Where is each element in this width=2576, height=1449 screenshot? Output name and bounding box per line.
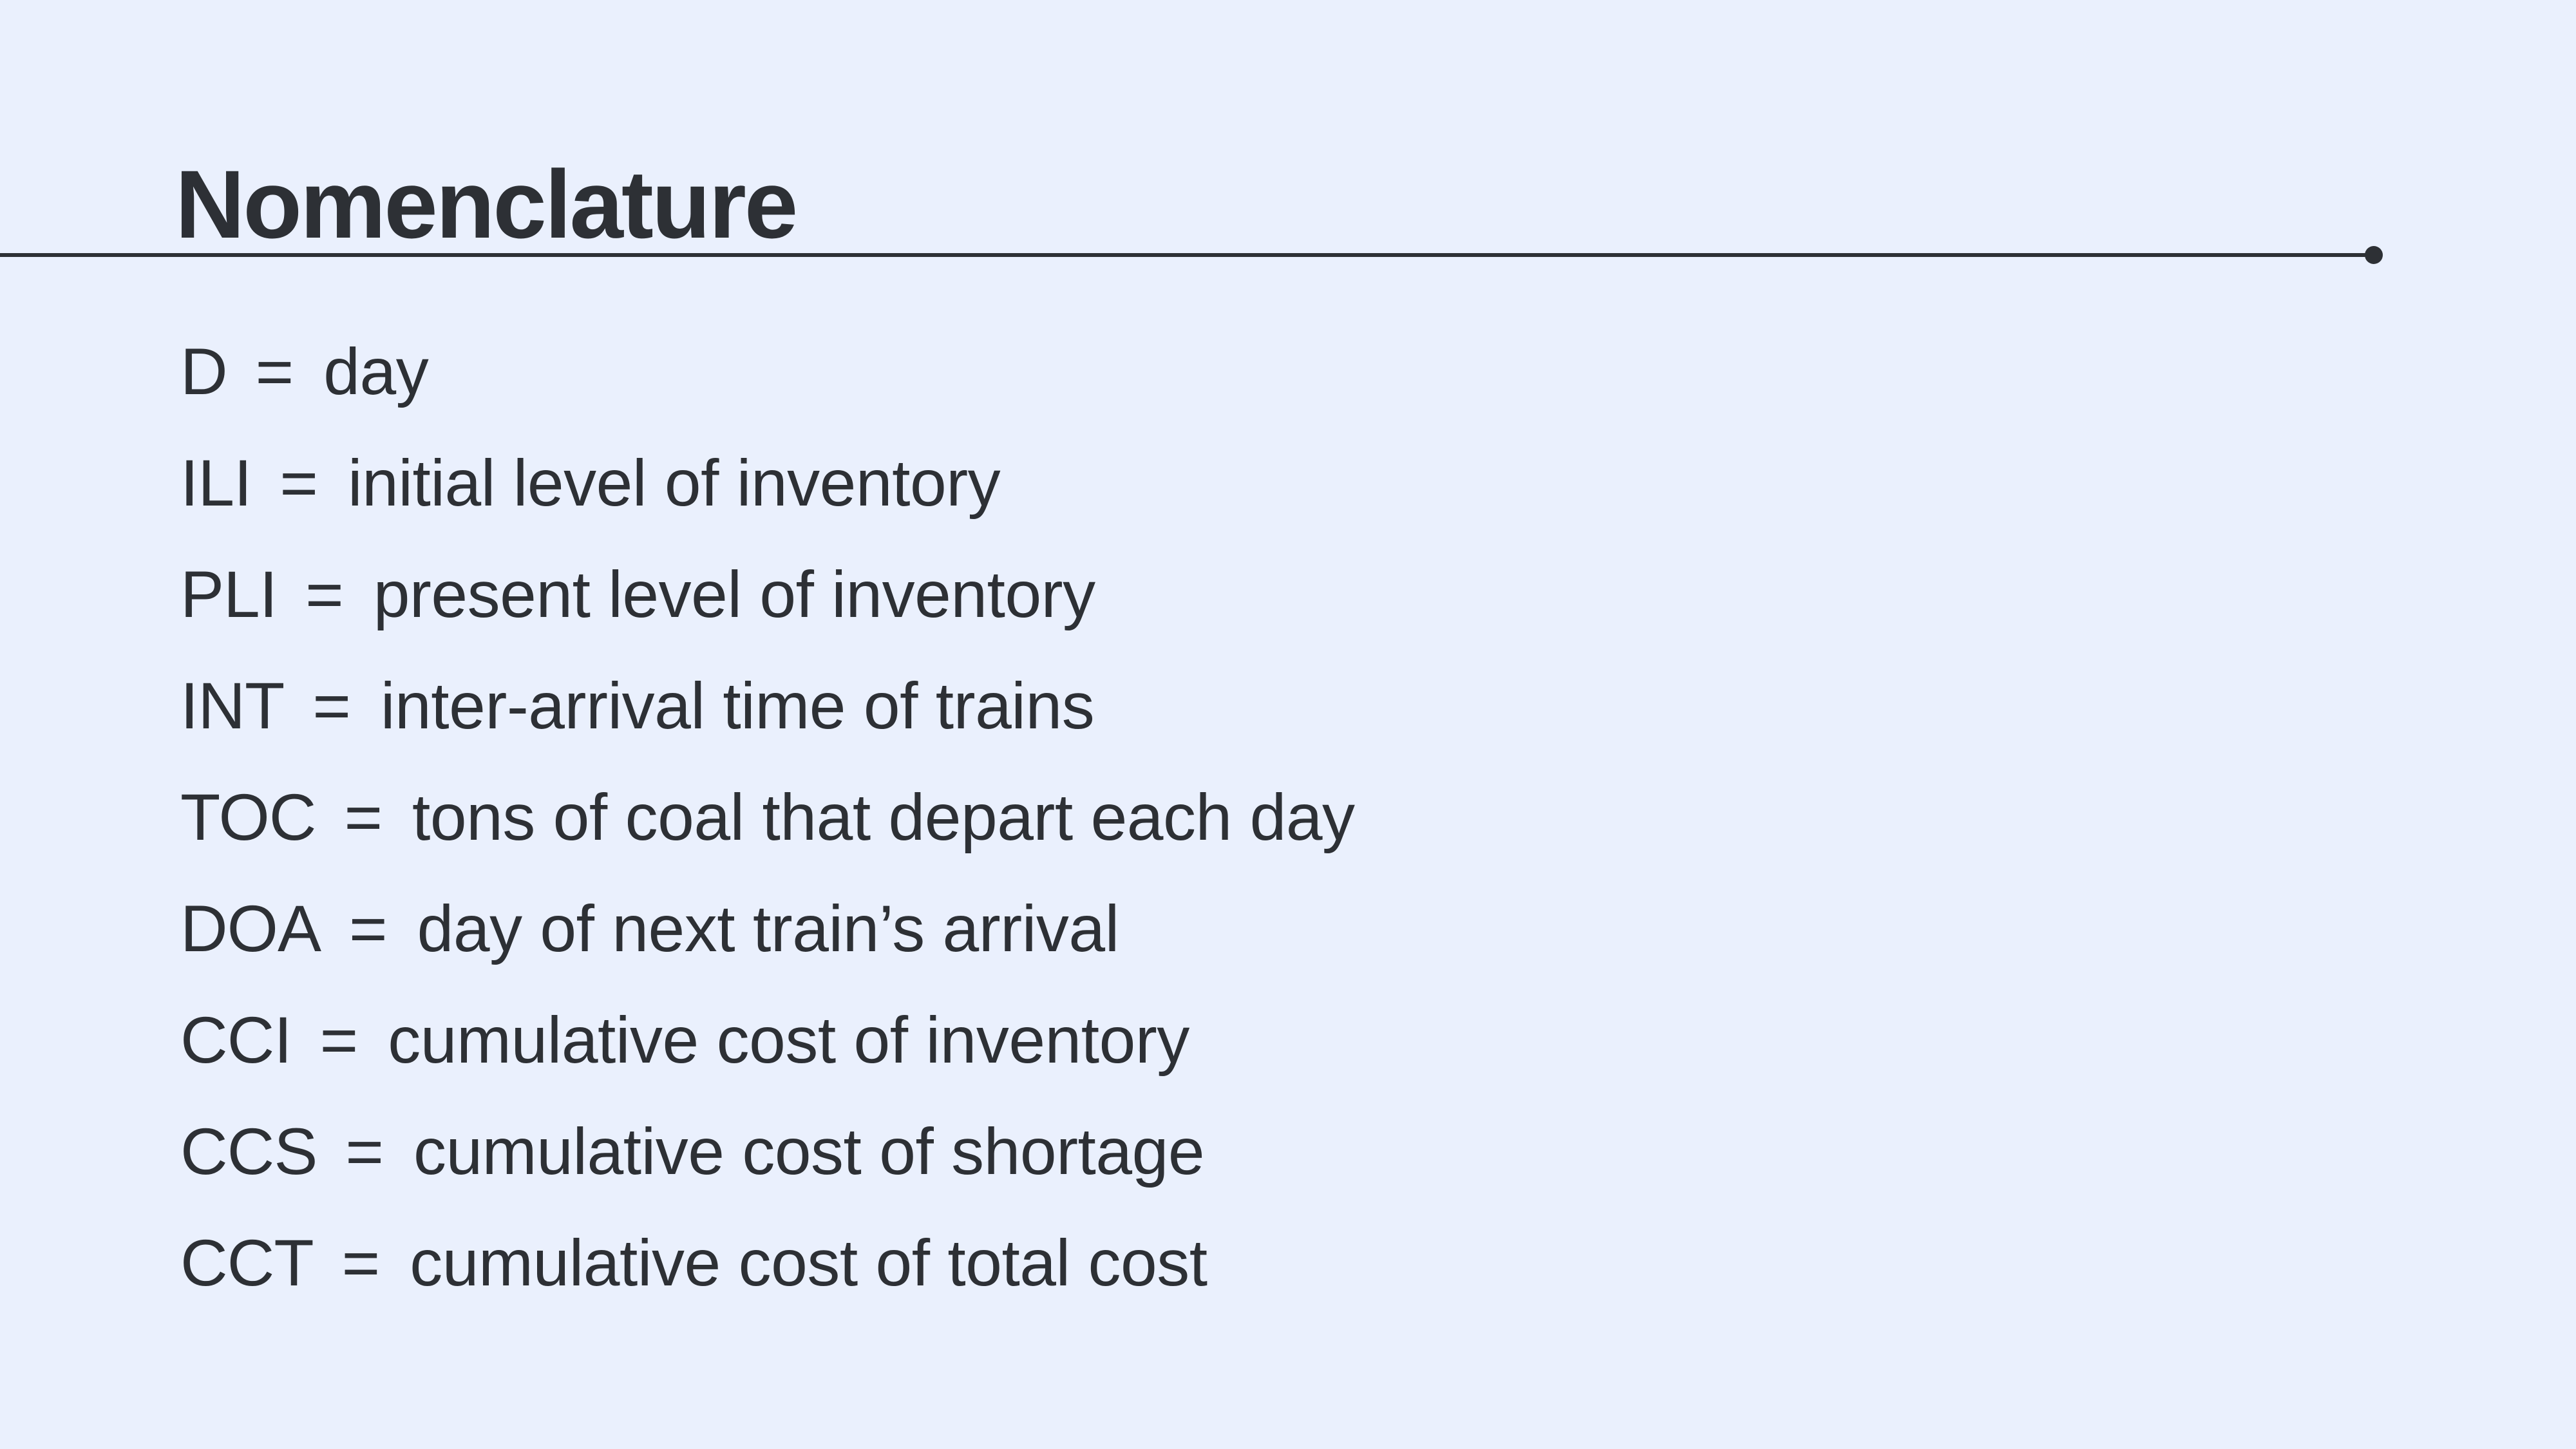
equals-sign: = bbox=[341, 1226, 381, 1300]
equals-sign: = bbox=[319, 1003, 359, 1077]
equals-sign: = bbox=[312, 668, 351, 743]
equals-sign: = bbox=[305, 557, 344, 631]
term-row: INT = inter-arrival time of trains bbox=[180, 650, 1355, 761]
term-abbreviation: DOA bbox=[180, 891, 321, 965]
term-abbreviation: PLI bbox=[180, 557, 278, 631]
nomenclature-list: D = day ILI = initial level of inventory… bbox=[180, 316, 1355, 1318]
term-row: CCS = cumulative cost of shortage bbox=[180, 1095, 1355, 1207]
divider-end-dot bbox=[2365, 246, 2383, 264]
title-divider bbox=[0, 253, 2371, 257]
term-definition: day of next train’s arrival bbox=[417, 891, 1120, 965]
equals-sign: = bbox=[255, 334, 294, 408]
term-row: DOA = day of next train’s arrival bbox=[180, 873, 1355, 984]
term-row: TOC = tons of coal that depart each day bbox=[180, 761, 1355, 873]
term-definition: cumulative cost of shortage bbox=[413, 1114, 1205, 1188]
equals-sign: = bbox=[345, 1114, 384, 1188]
term-abbreviation: ILI bbox=[180, 446, 252, 520]
equals-sign: = bbox=[279, 446, 318, 520]
term-abbreviation: TOC bbox=[180, 780, 316, 854]
term-definition: initial level of inventory bbox=[347, 446, 1001, 520]
term-abbreviation: CCS bbox=[180, 1114, 317, 1188]
term-abbreviation: INT bbox=[180, 668, 285, 743]
term-row: PLI = present level of inventory bbox=[180, 538, 1355, 650]
term-row: CCI = cumulative cost of inventory bbox=[180, 984, 1355, 1095]
term-row: D = day bbox=[180, 316, 1355, 427]
term-abbreviation: CCT bbox=[180, 1226, 314, 1300]
term-definition: inter-arrival time of trains bbox=[380, 668, 1095, 743]
term-row: CCT = cumulative cost of total cost bbox=[180, 1207, 1355, 1318]
term-abbreviation: D bbox=[180, 334, 228, 408]
term-row: ILI = initial level of inventory bbox=[180, 427, 1355, 538]
equals-sign: = bbox=[344, 780, 383, 854]
term-definition: cumulative cost of inventory bbox=[388, 1003, 1189, 1077]
term-definition: cumulative cost of total cost bbox=[410, 1226, 1208, 1300]
term-definition: day bbox=[323, 334, 429, 408]
page-title: Nomenclature bbox=[175, 150, 798, 258]
term-abbreviation: CCI bbox=[180, 1003, 292, 1077]
term-definition: present level of inventory bbox=[373, 557, 1095, 631]
equals-sign: = bbox=[349, 891, 388, 965]
term-definition: tons of coal that depart each day bbox=[412, 780, 1355, 854]
